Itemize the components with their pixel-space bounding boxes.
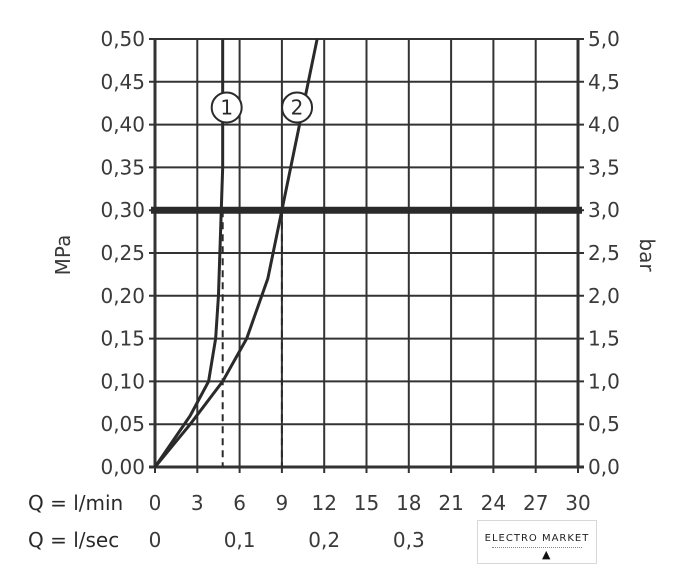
x-tick-label: 0: [149, 491, 162, 515]
y-tick-right: 1,5: [588, 327, 620, 351]
series-marker-label-2: 2: [291, 95, 304, 119]
x-tick-label: 9: [276, 491, 289, 515]
y-ticks-left: 0,00 0,05 0,10 0,15 0,20 0,25 0,30 0,35 0,40 0,45…: [100, 27, 145, 479]
x-tick-label: 0,1: [224, 528, 256, 552]
y-tick-left: 0,10: [100, 369, 145, 393]
x-tick-label: 27: [523, 491, 548, 515]
x-tick-label: 21: [438, 491, 463, 515]
y-tick-right: 4,0: [588, 113, 620, 137]
y-axis-label-right: bar: [635, 238, 659, 272]
y-tick-left: 0,35: [100, 155, 145, 179]
y-tick-right: 0,5: [588, 412, 620, 436]
x-tick-label: 0,3: [393, 528, 425, 552]
y-tick-left: 0,25: [100, 241, 145, 265]
x-tick-label: 15: [354, 491, 379, 515]
series-marker-circle-2: [281, 91, 314, 124]
y-tick-right: 5,0: [588, 27, 620, 51]
y-tick-right: 1,0: [588, 369, 620, 393]
x-tick-label: 0: [149, 528, 162, 552]
x-tick-label: 30: [565, 491, 590, 515]
x-tick-label: 12: [311, 491, 336, 515]
watermark-brand: ELECTRO MARKET: [484, 533, 590, 544]
y-tick-right: 3,0: [588, 198, 620, 222]
y-tick-left: 0,20: [100, 284, 145, 308]
y-tick-left: 0,05: [100, 412, 145, 436]
x-tick-label: 0,2: [308, 528, 340, 552]
x-tick-label: 18: [396, 491, 421, 515]
y-axis-label-left: MPa: [51, 235, 75, 276]
x-tick-label: 3: [191, 491, 204, 515]
x-row-label: Q = l/sec: [28, 528, 119, 552]
series-line-1: [153, 39, 225, 468]
series-marker-label-1: 1: [220, 95, 233, 119]
watermark-underline: [492, 547, 582, 551]
y-tick-right: 2,5: [588, 241, 620, 265]
y-ticks-right: 0,0 0,5 1,0 1,5 2,0 2,5 3,0 3,5 4,0 4,5 5,0: [588, 27, 620, 479]
y-tick-right: 4,5: [588, 70, 620, 94]
watermark-logo: ELECTRO MARKET ▲: [477, 520, 597, 564]
y-tick-left: 0,40: [100, 113, 145, 137]
cursor-icon: ▲: [542, 548, 551, 561]
y-tick-left: 0,50: [100, 27, 145, 51]
x-row-label: Q = l/min: [28, 491, 123, 515]
y-tick-right: 3,5: [588, 155, 620, 179]
y-tick-left: 0,15: [100, 327, 145, 351]
y-tick-left: 0,00: [100, 455, 145, 479]
y-tick-left: 0,45: [100, 70, 145, 94]
y-tick-left: 0,30: [100, 198, 145, 222]
x-tick-rows: Q = l/min 0 3 6 9 12 15 18 21 24 27 30 Q = l/sec 0 0,1…: [28, 491, 591, 552]
series-marker-circle-1: [210, 91, 243, 124]
x-tick-label: 24: [481, 491, 506, 515]
y-tick-right: 0,0: [588, 455, 620, 479]
y-tick-right: 2,0: [588, 284, 620, 308]
x-tick-label: 6: [233, 491, 246, 515]
